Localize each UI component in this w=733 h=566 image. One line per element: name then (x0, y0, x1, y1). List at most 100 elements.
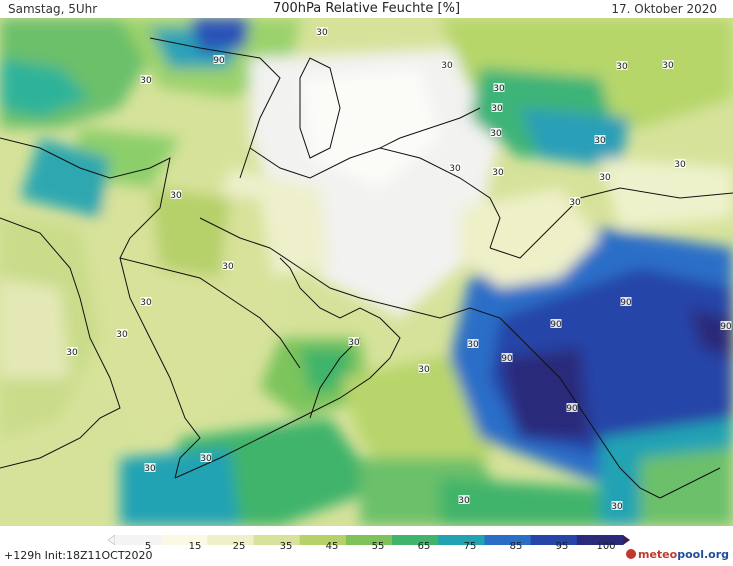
colorbar-tick-label: 25 (232, 541, 246, 552)
colorbar-tick-label: 35 (279, 541, 293, 552)
contour-label: 90 (550, 320, 562, 330)
colorbar-swatch (576, 535, 624, 545)
contour-label: 30 (449, 164, 461, 174)
contour-label: 30 (170, 191, 182, 201)
brand-main: meteo (638, 548, 678, 561)
contour-label-bg (616, 61, 628, 70)
brand-rest: pool.org (677, 548, 729, 561)
contour-label: 30 (348, 338, 360, 348)
colorbar-tick-label: 45 (325, 541, 339, 552)
contour-label: 30 (144, 464, 156, 474)
contour-label-bg (550, 319, 562, 328)
colorbar-swatch (345, 535, 393, 545)
contour-label-bg (116, 329, 128, 338)
contour-label: 30 (316, 28, 328, 38)
map-title: 700hPa Relative Feuchte [%] (272, 1, 461, 16)
contour-label: 30 (116, 330, 128, 340)
contour-label-bg (569, 197, 581, 206)
colorbar-tick-label: 55 (371, 541, 385, 552)
colorbar-tick-label: 100 (596, 541, 616, 552)
colorbar-tick-label: 85 (509, 541, 523, 552)
colorbar-swatch (438, 535, 485, 545)
contour-label-bg (620, 297, 632, 306)
contour-label: 30 (491, 104, 503, 114)
contour-label: 30 (662, 61, 674, 71)
colorbar-tick-label: 65 (417, 541, 431, 552)
contour-label-bg (492, 167, 504, 176)
humidity-map: 30 90 30 30 30 30 30 30 30 30 30 30 30 30 30 30 30 30 30 90… (0, 18, 733, 526)
contour-label-bg (140, 75, 152, 84)
contour-label: 90 (213, 56, 225, 66)
contour-label: 30 (674, 160, 686, 170)
map-valid-date: 17. Oktober 2020 (611, 2, 717, 16)
brand-logo[interactable]: meteopool.org (626, 548, 729, 561)
contour-label-bg (599, 172, 611, 181)
contour-label: 30 (569, 198, 581, 208)
contour-label: 90 (501, 354, 513, 364)
contour-label-bg (662, 60, 674, 69)
colorbar-tick-label: 95 (555, 541, 569, 552)
colorbar (107, 530, 630, 546)
logo-icon (626, 549, 636, 559)
contour-label-bg (611, 501, 623, 510)
colorbar-tick-label: 75 (463, 541, 477, 552)
contour-label-bg (458, 495, 470, 504)
colorbar-swatch (530, 535, 578, 545)
contour-label-bg (493, 83, 505, 92)
colorbar-tick-label: 15 (188, 541, 202, 552)
contour-label-bg (213, 55, 225, 64)
contour-label-bg (348, 337, 360, 346)
contour-label-bg (594, 135, 606, 144)
contour-label: 30 (66, 348, 78, 358)
colorbar-svg (107, 534, 630, 546)
colorbar-swatch (161, 535, 208, 545)
contour-label: 30 (140, 76, 152, 86)
contour-label-bg (467, 339, 479, 348)
contour-label-bg (200, 453, 212, 462)
colorbar-swatch (207, 535, 255, 545)
contour-label: 30 (490, 129, 502, 139)
colorbar-min-arrow (107, 534, 116, 546)
contour-label: 30 (616, 62, 628, 72)
contour-label: 30 (222, 262, 234, 272)
contour-label-bg (490, 128, 502, 137)
contour-label: 30 (441, 61, 453, 71)
contour-label-bg (566, 403, 578, 412)
contour-label: 30 (418, 365, 430, 375)
contour-label-bg (170, 190, 182, 199)
map-date-label: Samstag, 5Uhr (8, 2, 98, 16)
contour-label: 30 (458, 496, 470, 506)
contour-label-bg (222, 261, 234, 270)
contour-label: 90 (720, 322, 732, 332)
contour-label-bg (491, 103, 503, 112)
coastlines-borders (0, 37, 733, 499)
contour-label: 30 (200, 454, 212, 464)
contour-label: 30 (599, 173, 611, 183)
colorbar-swatch (115, 535, 162, 545)
contour-label: 30 (140, 298, 152, 308)
contour-label: 30 (611, 502, 623, 512)
contour-label: 30 (594, 136, 606, 146)
contour-label: 30 (493, 84, 505, 94)
contour-label: 30 (467, 340, 479, 350)
contour-label-bg (720, 321, 732, 330)
contour-label-bg (449, 163, 461, 172)
contour-label-bg (140, 297, 152, 306)
colorbar-swatch (392, 535, 439, 545)
contour-labels: 30 90 30 30 30 30 30 30 30 30 30 30 30 30 30 30 30 30 30 90… (66, 27, 732, 512)
contour-label-bg (66, 347, 78, 356)
colorbar-swatch (253, 535, 301, 545)
contour-label: 30 (492, 168, 504, 178)
colorbar-swatch (484, 535, 532, 545)
colorbar-swatch (299, 535, 347, 545)
colorbar-max-arrow (623, 535, 630, 545)
contour-label-bg (418, 364, 430, 373)
forecast-run-label: +129h Init:18Z11OCT2020 (4, 549, 153, 562)
contour-label-bg (674, 159, 686, 168)
contour-label-bg (441, 60, 453, 69)
contour-label-bg (501, 353, 513, 362)
contour-label: 90 (566, 404, 578, 414)
contour-label-bg (316, 27, 328, 36)
colorbar-tick-label: 5 (144, 541, 152, 552)
contour-label: 90 (620, 298, 632, 308)
